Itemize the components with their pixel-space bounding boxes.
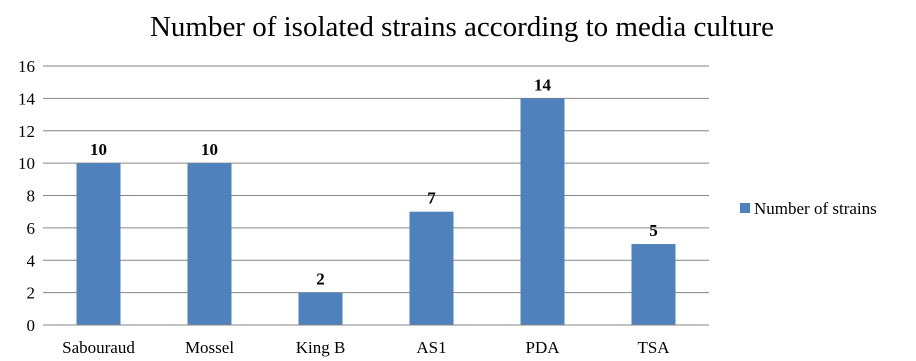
x-category-label: PDA [525,338,560,357]
bar [76,163,121,325]
bar [520,98,565,325]
y-tick-label: 16 [18,57,35,76]
bar-value-label: 2 [316,270,325,289]
bar-value-label: 5 [649,221,658,240]
y-tick-label: 12 [18,122,35,141]
legend-swatch [740,203,750,213]
x-category-label: AS1 [416,338,446,357]
bar [187,163,232,325]
y-tick-label: 0 [27,316,36,335]
bar [631,244,676,325]
x-category-label: Sabouraud [62,338,135,357]
chart-title: Number of isolated strains according to … [150,11,774,43]
y-tick-label: 10 [18,154,35,173]
y-tick-label: 8 [27,187,36,206]
y-tick-label: 4 [27,251,36,270]
gridlines [43,65,709,294]
bar [409,211,454,325]
y-tick-label: 2 [27,284,36,303]
bar [298,292,343,325]
x-category-label: Mossel [185,338,234,357]
bars [76,98,676,325]
bar-value-label: 14 [534,75,552,94]
x-category-label: TSA [637,338,670,357]
x-category-label: King B [296,338,346,357]
bar-value-label: 10 [201,140,218,159]
legend-label: Number of strains [754,199,877,218]
y-axis-ticks: 0 2 4 6 8 10 12 14 16 [18,57,36,335]
x-axis-categories: Sabouraud Mossel King B AS1 PDA TSA [62,338,670,357]
bar-value-label: 10 [90,140,107,159]
bar-value-label: 7 [427,189,436,208]
legend: Number of strains [740,199,877,218]
y-tick-label: 14 [18,89,36,108]
y-tick-label: 6 [27,219,36,238]
data-labels: 10 10 2 7 14 5 [90,75,658,288]
